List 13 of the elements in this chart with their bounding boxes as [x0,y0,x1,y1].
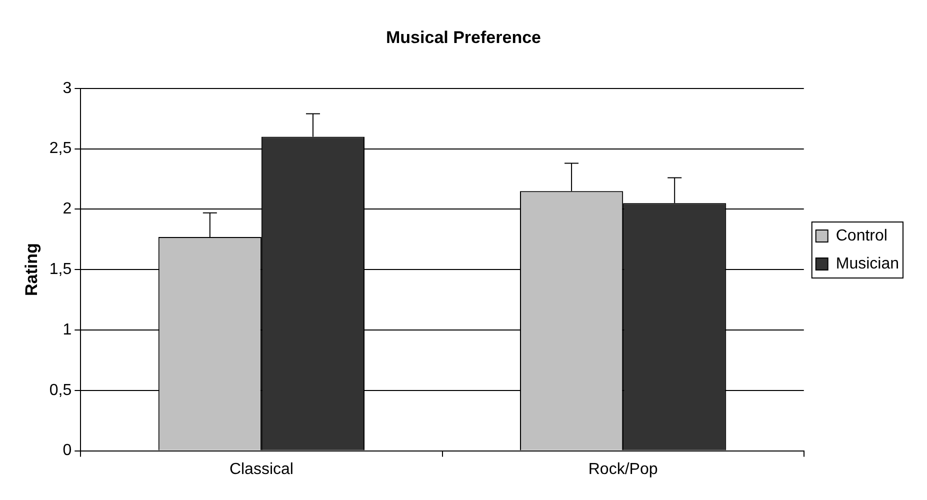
y-tick-label: 3 [62,80,72,97]
x-tick-label: Classical [229,460,294,478]
y-tick-label: 2 [62,200,72,218]
y-tick-label: 2,5 [49,140,72,158]
x-tick-label: Rock/Pop [588,460,658,478]
y-axis-title: Rating [22,243,41,296]
y-tick-label: 0 [62,442,72,460]
y-tick-label: 1 [62,321,72,338]
y-tick-label: 1,5 [49,261,72,278]
chart-title: Musical Preference [386,28,541,47]
legend-label: Musician [836,255,900,272]
legend-label: Control [836,227,888,244]
y-tick-label: 0,5 [49,382,72,399]
